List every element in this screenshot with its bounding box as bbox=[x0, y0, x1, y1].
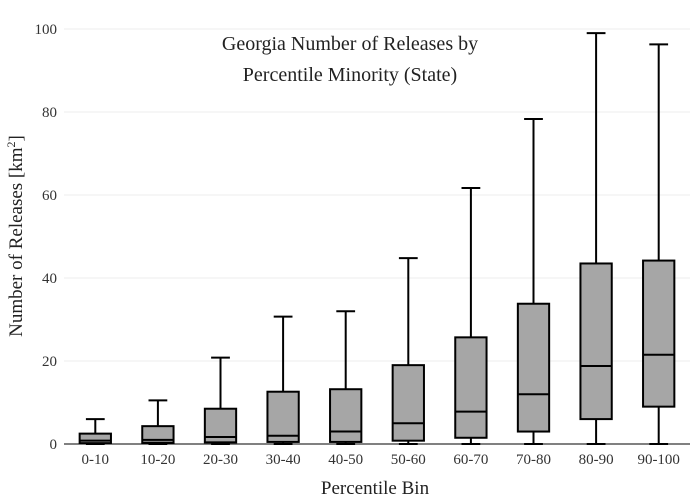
x-tick-label: 0-10 bbox=[82, 452, 110, 468]
box-rect bbox=[266, 390, 300, 443]
x-tick-label: 60-70 bbox=[453, 452, 488, 468]
y-axis-title-close: ] bbox=[6, 135, 27, 141]
tick-labels: 0 20 40 60 80 100 0-10 10-20 20-30 30-40 40-50 50-6… bbox=[35, 22, 680, 468]
y-tick-label: 60 bbox=[42, 188, 57, 204]
x-tick-label: 50-60 bbox=[391, 452, 426, 468]
box-group bbox=[141, 399, 175, 445]
chart-title-line-1: Georgia Number of Releases by bbox=[222, 33, 478, 55]
box-group bbox=[579, 32, 613, 445]
x-tick-label: 40-50 bbox=[328, 452, 363, 468]
y-axis-title-main: Number of Releases [km bbox=[6, 147, 27, 337]
x-tick-label: 30-40 bbox=[266, 452, 301, 468]
box-group bbox=[454, 186, 488, 445]
box-rect bbox=[329, 388, 363, 443]
box-rect bbox=[516, 302, 551, 433]
box-group bbox=[329, 310, 363, 445]
box-group bbox=[203, 356, 238, 445]
x-tick-label: 20-30 bbox=[203, 452, 238, 468]
y-axis-title-superscript: 2 bbox=[4, 141, 18, 147]
x-tick-label: 70-80 bbox=[516, 452, 551, 468]
box-rect bbox=[454, 336, 488, 439]
box-rect bbox=[642, 259, 676, 408]
box-group bbox=[642, 43, 676, 445]
box-group bbox=[266, 315, 300, 445]
box-series bbox=[78, 32, 676, 445]
y-tick-label: 100 bbox=[35, 22, 58, 38]
box-group bbox=[391, 257, 425, 445]
x-tick-label: 10-20 bbox=[140, 452, 175, 468]
box-group bbox=[78, 418, 112, 445]
box-rect bbox=[391, 364, 425, 442]
y-axis-title: Number of Releases [km2] bbox=[4, 135, 27, 337]
box-rect bbox=[579, 262, 613, 421]
x-axis-title: Percentile Bin bbox=[321, 478, 430, 499]
y-tick-label: 40 bbox=[42, 271, 57, 287]
y-tick-label: 20 bbox=[42, 354, 57, 370]
chart-title-line-2: Percentile Minority (State) bbox=[243, 64, 457, 86]
box-group bbox=[516, 118, 551, 445]
box-rect bbox=[78, 432, 112, 445]
y-tick-label: 80 bbox=[42, 105, 57, 121]
y-tick-label: 0 bbox=[50, 437, 58, 453]
x-tick-label: 90-100 bbox=[637, 452, 680, 468]
x-tick-label: 80-90 bbox=[579, 452, 614, 468]
box-rect bbox=[141, 425, 175, 444]
